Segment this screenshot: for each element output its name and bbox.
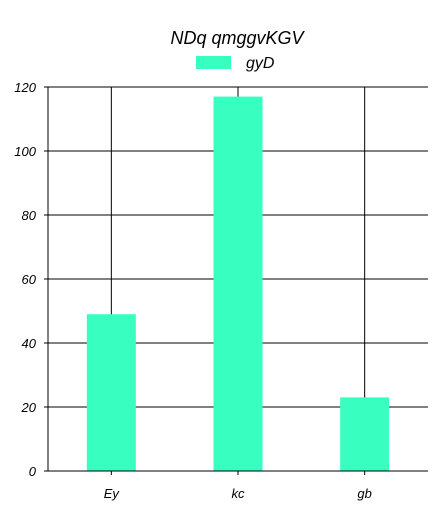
legend-label-gyD: gyD (246, 55, 275, 72)
y-tick-label-20: 20 (21, 400, 37, 415)
x-tick-label-gb: gb (357, 486, 371, 501)
bar-kc (213, 96, 263, 471)
legend: gyD (196, 55, 275, 72)
bar-gb (340, 397, 390, 471)
legend-swatch-gyD (196, 56, 231, 69)
chart-title: NDq qmggvKGV (170, 28, 305, 48)
y-tick-label-60: 60 (22, 272, 37, 287)
y-tick-label-80: 80 (22, 208, 37, 223)
y-tick-label-100: 100 (14, 144, 36, 159)
bar-Ey (86, 314, 136, 471)
x-tick-label-kc: kc (232, 486, 246, 501)
y-tick-label-0: 0 (29, 464, 37, 479)
x-tick-label-Ey: Ey (104, 486, 121, 501)
bars (86, 96, 390, 471)
y-tick-labels: 0 20 40 60 80 100 120 (14, 80, 48, 479)
y-tick-label-40: 40 (22, 336, 37, 351)
y-tick-label-120: 120 (14, 80, 36, 95)
x-tick-labels: Ey kc gb (104, 471, 372, 501)
